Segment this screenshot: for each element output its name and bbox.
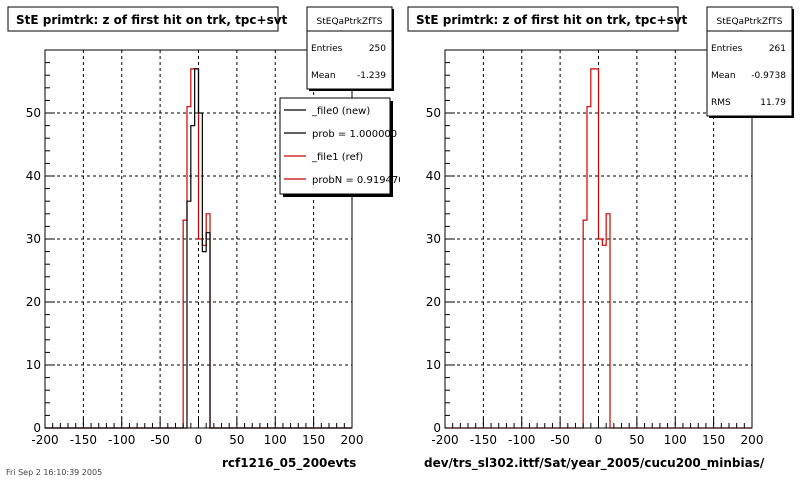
legend-box [279,97,391,195]
y-tick-label: 0 [33,421,41,435]
y-tick-label: 20 [26,295,41,309]
legend-entry-label: prob = 1.000000 [312,129,397,140]
stats-row-value: -0.9738 [751,71,786,81]
x-tick-label: 200 [341,433,364,447]
stats-row-label: Mean [311,71,336,81]
x-tick-label: -200 [431,433,458,447]
x-tick-label: -100 [108,433,135,447]
x-tick-label: -200 [31,433,58,447]
stats-box-name: StEQaPtrkZfTS [717,17,783,27]
stats-row-value: 250 [369,44,386,54]
stats-row-value: 261 [769,44,786,54]
x-tick-label: 100 [264,433,287,447]
x-tick-label: -150 [470,433,497,447]
chart-title: StE primtrk: z of first hit on trk, tpc+… [16,13,288,27]
stats-box-name: StEQaPtrkZfTS [317,17,383,27]
y-tick-label: 10 [26,358,41,372]
chart-title: StE primtrk: z of first hit on trk, tpc+… [416,13,688,27]
right-histogram: -200 -150 -100 -50 0 50 100 150 200 0 10 20 30 40 50 S… [407,6,794,447]
y-tick-label: 30 [426,232,441,246]
y-tick-label: 30 [26,232,41,246]
x-tick-label: 200 [741,433,764,447]
stats-row-label: Entries [311,44,343,54]
chart-title-box [407,6,679,32]
x-tick-label: -150 [70,433,97,447]
x-tick-label: 0 [595,433,603,447]
chart-title-box [7,6,279,32]
x-tick-label: 100 [664,433,687,447]
x-tick-label: 50 [629,433,644,447]
x-tick-label: -100 [508,433,535,447]
stats-box [706,6,793,117]
left-chart-panel: -200 -150 -100 -50 0 50 100 150 200 0 10 20 30 40 50 S… [0,0,405,460]
x-tick-label: 50 [229,433,244,447]
stats-box [306,6,393,90]
legend-entry-label: _file0 (new) [311,106,370,117]
x-tick-label: 0 [195,433,203,447]
stats-row-value: -1.239 [357,71,386,81]
y-tick-label: 40 [26,169,41,183]
left-dataset-label: rcf1216_05_200evts [222,456,357,470]
legend-entry-label: probN = 0.919470 [312,175,400,186]
y-tick-label: 50 [426,106,441,120]
right-dataset-label: dev/trs_sl302.ittf/Sat/year_2005/cucu200… [424,456,765,470]
x-tick-label: -50 [150,433,170,447]
stats-row-label: Mean [711,71,736,81]
stats-row-value: 11.79 [760,98,786,108]
x-tick-label: -50 [550,433,570,447]
y-tick-label: 40 [426,169,441,183]
right-chart-panel: -200 -150 -100 -50 0 50 100 150 200 0 10 20 30 40 50 S… [400,0,800,460]
x-tick-label: 150 [702,433,725,447]
stats-row-label: Entries [711,44,743,54]
y-tick-label: 20 [426,295,441,309]
stats-row-label: RMS [711,98,731,108]
y-tick-label: 0 [433,421,441,435]
y-tick-label: 50 [26,106,41,120]
histogram-series-line [45,68,352,429]
legend-entry-label: _file1 (ref) [311,152,363,163]
footer-timestamp: Fri Sep 2 16:10:39 2005 [6,468,103,477]
x-tick-label: 150 [302,433,325,447]
y-tick-label: 10 [426,358,441,372]
left-histogram: -200 -150 -100 -50 0 50 100 150 200 0 10 20 30 40 50 S… [7,6,405,447]
histogram-series-line [445,68,752,429]
